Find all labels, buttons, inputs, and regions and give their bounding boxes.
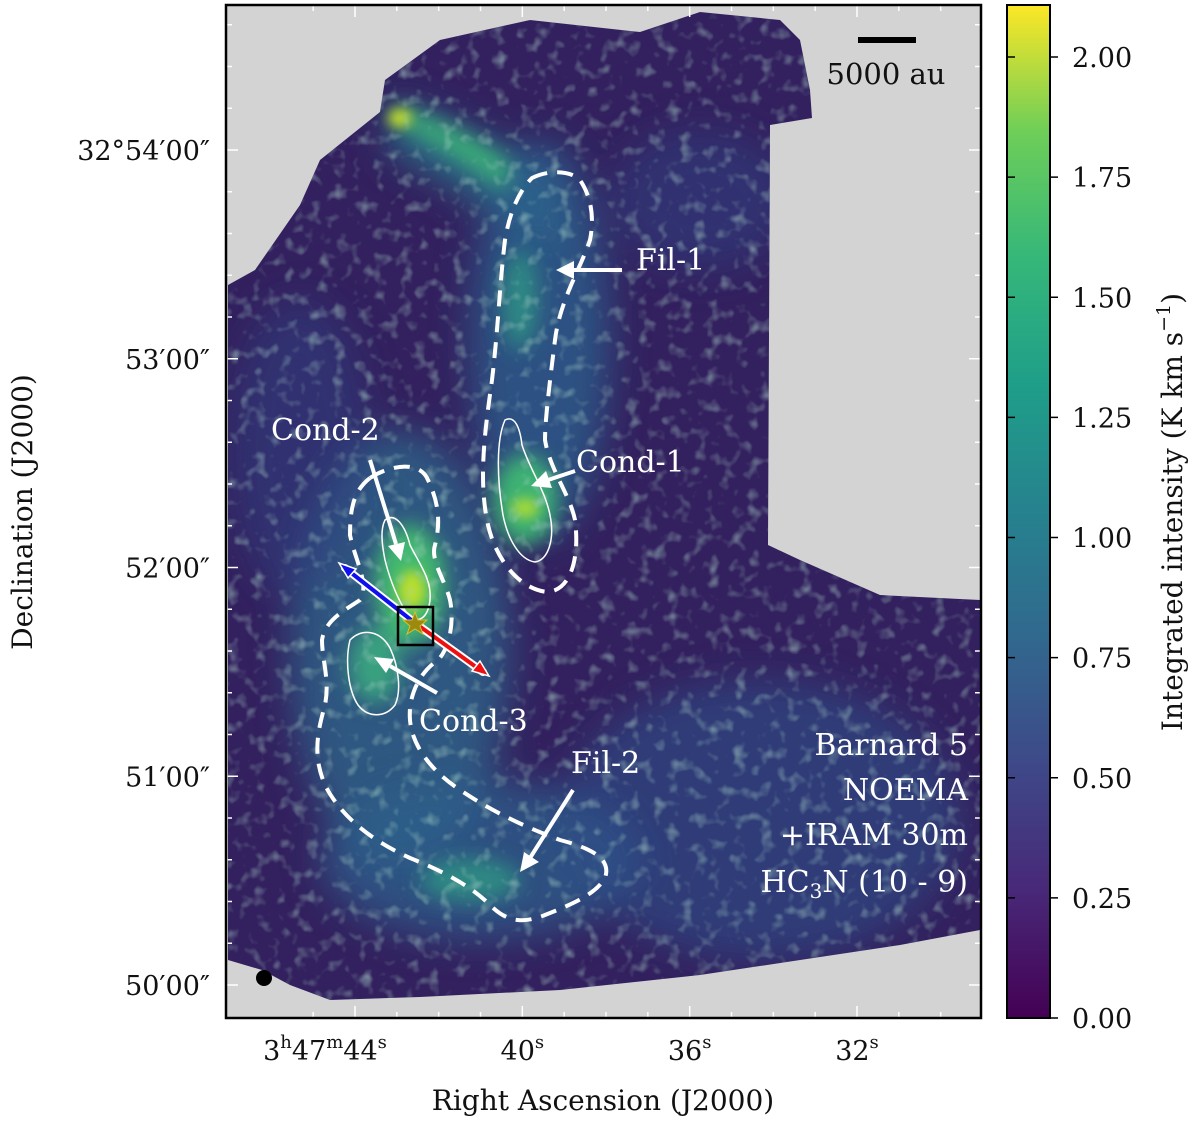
blueshifted-lobe [343, 566, 417, 625]
x-tick-label: 36s [668, 1032, 712, 1067]
colorbar: 0.00 0.25 0.50 0.75 1.00 1.25 1.50 1.75 2.00 Int… [1006, 4, 1189, 1035]
label-cond-2: Cond-2 [271, 413, 380, 448]
protostar-icon [401, 610, 429, 636]
x-tick-label: 40s [501, 1032, 545, 1067]
cond3-contour [346, 631, 400, 716]
cond2-contour [381, 516, 431, 621]
colorbar-tick-label: 1.00 [1072, 524, 1132, 555]
colorbar-label: Integrated intensity (K km s−1) [1153, 293, 1189, 731]
colorbar-gradient [1006, 4, 1051, 1019]
x-tick-label: 3h47m44s [263, 1032, 387, 1067]
y-axis-title: Declination (J2000) [6, 374, 39, 650]
colorbar-tick-label: 0.50 [1072, 764, 1132, 795]
label-fil-2: Fil-2 [571, 746, 640, 781]
outflow-arrows [337, 561, 491, 678]
info-source: Barnard 5 [814, 728, 968, 763]
label-fil-1: Fil-1 [636, 243, 705, 278]
fil1-contour [481, 170, 594, 595]
y-tick-label: 51′00″ [125, 762, 210, 793]
y-tick-label: 52′00″ [125, 554, 210, 585]
y-tick-label: 32°54′00″ [77, 136, 210, 167]
y-tick-label: 50′00″ [125, 971, 210, 1002]
colorbar-tick-label: 1.50 [1072, 283, 1132, 314]
label-cond-1: Cond-1 [576, 445, 685, 480]
x-axis-ticks: 3h47m44s 40s 36s 32s [263, 1032, 879, 1067]
x-tick-label: 32s [835, 1032, 879, 1067]
redshifted-lobe [413, 621, 485, 674]
info-instrument: NOEMA [843, 773, 968, 808]
redshifted-arrowhead [470, 659, 491, 678]
colorbar-tick-label: 0.25 [1072, 884, 1132, 915]
scale-bar-label: 5000 au [827, 57, 946, 91]
contours [315, 170, 609, 923]
colorbar-tick-label: 0.75 [1072, 644, 1132, 675]
y-tick-label: 53′00″ [125, 345, 210, 376]
colorbar-ticks: 0.00 0.25 0.50 0.75 1.00 1.25 1.50 1.75 2.00 [1007, 43, 1132, 1035]
info-box: Barnard 5 NOEMA +IRAM 30m HC3N (10 - 9) [760, 728, 968, 903]
colorbar-tick-label: 0.00 [1072, 1004, 1132, 1035]
x-axis-title: Right Ascension (J2000) [432, 1084, 774, 1117]
fil2-contour [315, 464, 609, 923]
colorbar-tick-label: 1.25 [1072, 403, 1132, 434]
label-cond-3: Cond-3 [419, 704, 528, 739]
zoom-box [396, 605, 435, 647]
colorbar-tick-label: 1.75 [1072, 163, 1132, 194]
annotation-arrows [368, 261, 622, 872]
colorbar-tick-label: 2.00 [1072, 43, 1132, 74]
info-line: HC3N (10 - 9) [760, 865, 968, 903]
cond1-contour [497, 418, 553, 563]
info-single-dish: +IRAM 30m [780, 818, 968, 853]
beam-ellipse [256, 970, 272, 986]
map-panel: 5000 au Fil-1 Fil-2 Cond-1 Cond-2 Cond-3… [224, 3, 983, 1020]
blueshifted-arrowhead [337, 561, 358, 580]
map-frame [224, 3, 983, 1020]
y-axis-ticks: 32°54′00″ 53′00″ 52′00″ 51′00″ 50′00″ [77, 136, 210, 1002]
